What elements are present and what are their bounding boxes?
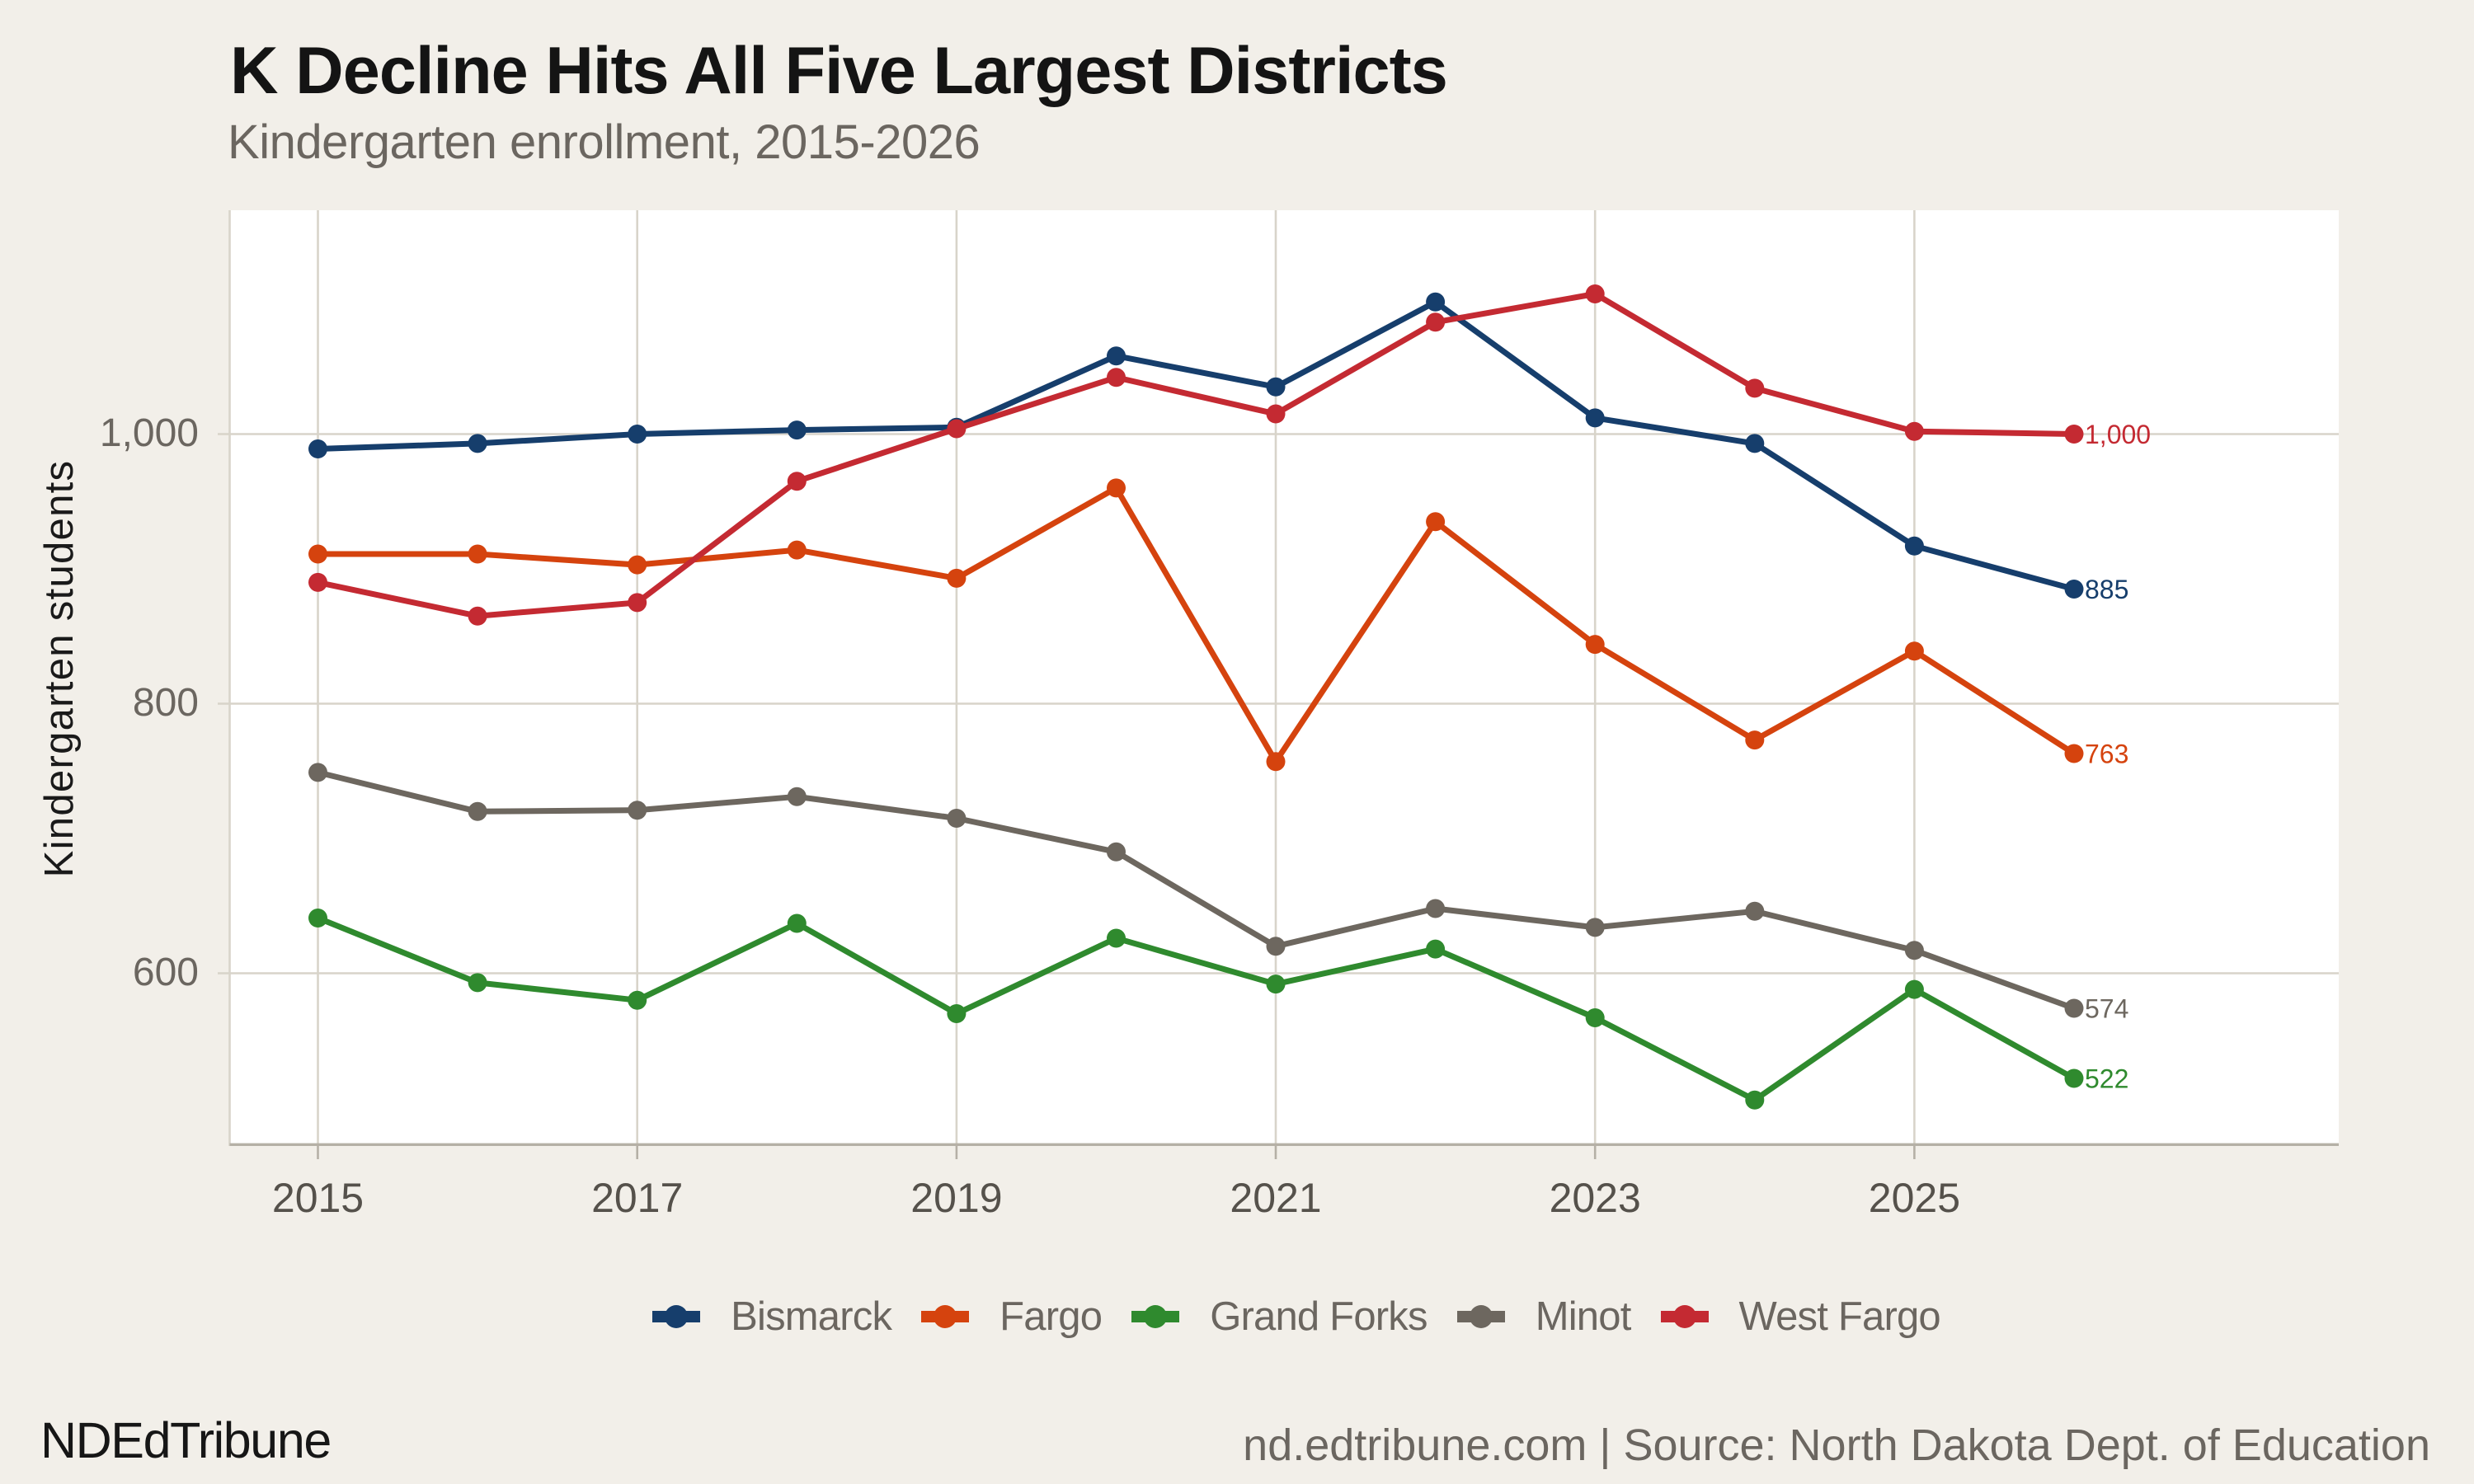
svg-text:885: 885 [2085, 575, 2128, 604]
svg-text:763: 763 [2085, 740, 2128, 769]
svg-text:574: 574 [2085, 994, 2128, 1024]
svg-text:522: 522 [2085, 1064, 2128, 1094]
svg-text:1,000: 1,000 [2085, 420, 2151, 449]
